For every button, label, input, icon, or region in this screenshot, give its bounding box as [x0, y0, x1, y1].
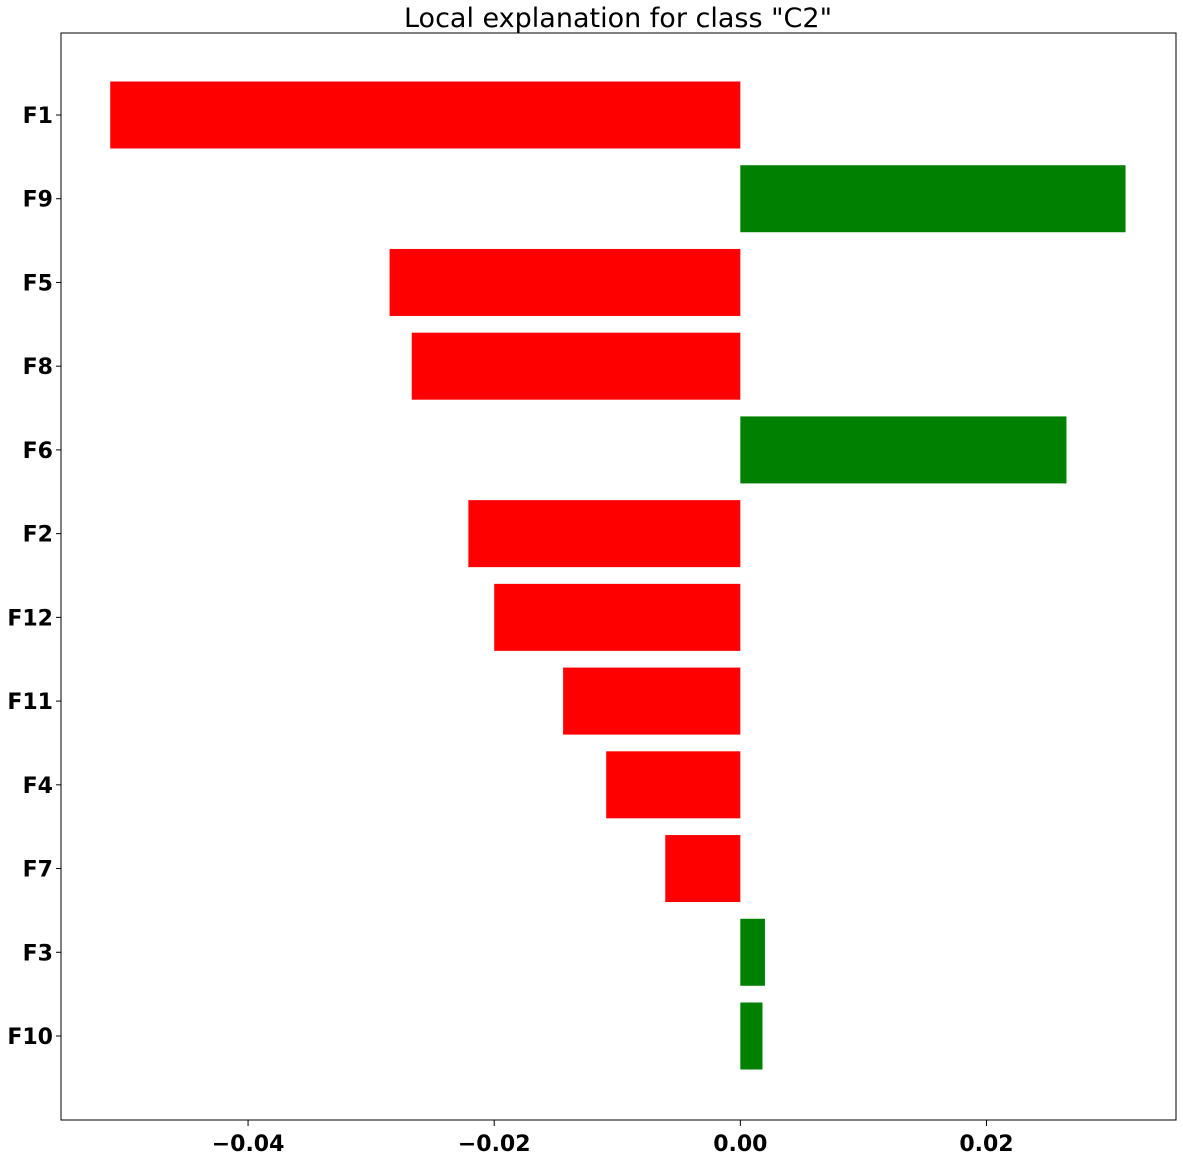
x-axis-ticks: −0.04 −0.02 0.00 0.02 [212, 1120, 1014, 1154]
bar-f11 [563, 667, 741, 735]
bar-f10 [740, 1002, 763, 1070]
bar-f1 [110, 81, 741, 149]
y-tick-label-f6: F6 [23, 439, 53, 464]
y-tick-label-f8: F8 [23, 355, 53, 380]
y-tick-label-f12: F12 [7, 606, 53, 631]
bar-f5 [389, 248, 741, 316]
y-tick-label-f5: F5 [23, 271, 53, 296]
y-tick-label-f4: F4 [23, 774, 53, 799]
chart-title: Local explanation for class "C2" [404, 3, 832, 34]
bar-f12 [494, 583, 741, 651]
bars-group [110, 81, 1126, 1070]
x-tick-label: 0.00 [713, 1132, 767, 1154]
bar-f9 [740, 165, 1126, 233]
y-tick-label-f10: F10 [7, 1025, 53, 1050]
y-tick-label-f3: F3 [23, 941, 53, 966]
y-tick-label-f7: F7 [23, 858, 53, 883]
y-axis-ticks: F1 F9 F5 F8 F6 F2 F12 F11 F4 F7 F3 F10 [7, 104, 61, 1050]
y-tick-label-f2: F2 [23, 523, 53, 548]
x-tick-label: −0.04 [212, 1132, 285, 1154]
bar-f2 [468, 500, 741, 568]
bar-f8 [411, 332, 741, 400]
y-tick-label-f9: F9 [23, 188, 53, 213]
bar-f4 [606, 751, 741, 819]
x-tick-label: 0.02 [959, 1132, 1013, 1154]
y-tick-label-f1: F1 [23, 104, 53, 129]
bar-f3 [740, 918, 765, 986]
x-tick-label: −0.02 [458, 1132, 531, 1154]
bar-f6 [740, 416, 1067, 484]
y-tick-label-f11: F11 [7, 690, 53, 715]
plot-area-frame [60, 32, 1177, 1121]
bar-f7 [665, 835, 741, 903]
